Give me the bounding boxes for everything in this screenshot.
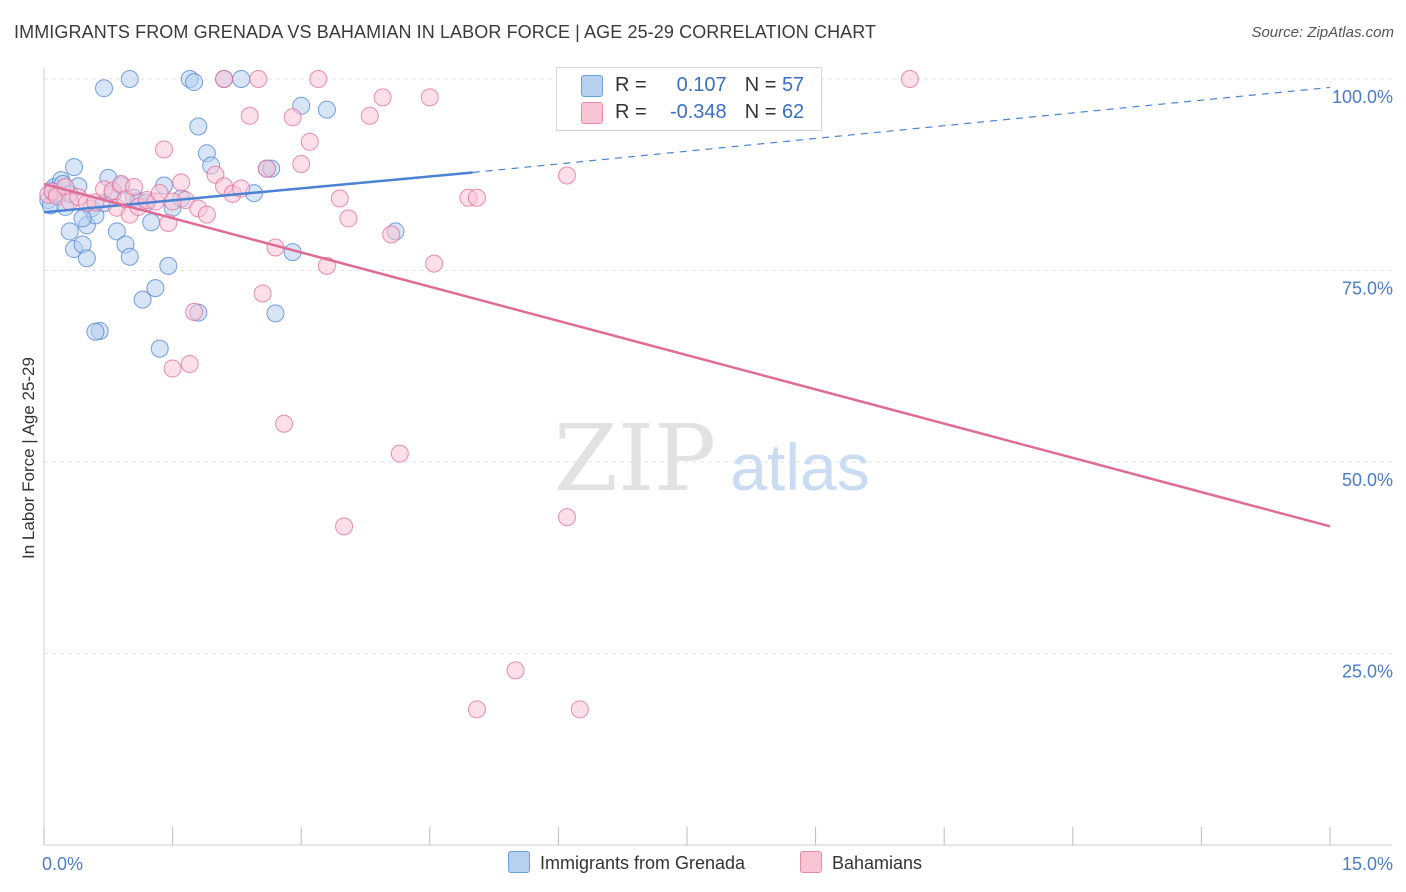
legend-n-value-bahamians: 62	[781, 101, 805, 123]
trend-line-grenada-dashed	[472, 86, 1331, 174]
point-bahamians-47	[382, 225, 401, 244]
point-bahamians-59	[570, 700, 589, 719]
point-bahamians-57	[335, 517, 354, 536]
point-bahamians-38	[283, 108, 302, 127]
legend-swatch-bahamians	[581, 101, 603, 124]
point-bahamians-54	[557, 508, 576, 527]
point-bahamians-45	[360, 106, 379, 125]
y-tick-label-1: 75.0%	[1342, 279, 1393, 299]
point-grenada-48	[317, 100, 336, 119]
legend-swatch-grenada	[581, 74, 603, 97]
point-bahamians-40	[300, 132, 319, 151]
point-bahamians-32	[240, 106, 259, 125]
chart-title: IMMIGRANTS FROM GRENADA VS BAHAMIAN IN L…	[14, 22, 877, 42]
point-bahamians-56	[900, 70, 919, 88]
tick-labels: 100.0% 75.0% 50.0% 25.0% 0.0% 15.0%	[42, 87, 1393, 874]
trend-line-bahamians	[43, 182, 1331, 528]
point-bahamians-22	[172, 173, 191, 192]
point-grenada-12	[77, 249, 96, 268]
point-grenada-37	[189, 117, 208, 136]
point-bahamians-58	[467, 700, 486, 719]
series-legend-bahamians: Bahamians	[800, 851, 922, 874]
point-bahamians-27	[197, 205, 216, 224]
trend-line-grenada-solid	[43, 171, 473, 214]
stats-legend: R = 0.107 N = 57 R = -0.348 N = 62	[556, 67, 822, 131]
point-grenada-55	[73, 209, 92, 228]
legend-r-label: R =	[615, 101, 647, 123]
point-bahamians-53	[506, 661, 525, 680]
point-grenada-29	[146, 279, 165, 298]
point-grenada-50	[86, 322, 105, 341]
trend-lines	[43, 86, 1331, 528]
point-bahamians-49	[420, 88, 439, 107]
point-bahamians-52	[467, 188, 486, 207]
y-tick-label-3: 25.0%	[1342, 662, 1393, 682]
series-legend: Immigrants from Grenada Bahamians	[0, 851, 1406, 879]
point-bahamians-19	[155, 140, 174, 159]
x-tick-label-1: 15.0%	[1342, 854, 1393, 874]
legend-n-label: N =	[744, 101, 777, 123]
data-points	[39, 70, 919, 719]
point-grenada-30	[150, 339, 169, 358]
point-bahamians-34	[253, 284, 272, 303]
point-grenada-41	[232, 70, 251, 88]
legend-r-label: R =	[615, 74, 647, 96]
legend-row-grenada: R = 0.107 N = 57	[581, 74, 804, 100]
point-bahamians-14	[125, 178, 144, 197]
y-axis-label: In Labor Force | Age 25-29	[19, 357, 38, 559]
point-bahamians-37	[275, 414, 294, 433]
point-grenada-36	[185, 73, 204, 92]
point-grenada-52	[120, 70, 139, 88]
point-bahamians-25	[185, 302, 204, 321]
point-bahamians-55	[557, 166, 576, 185]
point-bahamians-24	[180, 354, 199, 373]
series-swatch-grenada	[508, 851, 530, 873]
series-legend-grenada: Immigrants from Grenada	[508, 851, 745, 874]
point-bahamians-46	[373, 88, 392, 107]
point-bahamians-44	[339, 209, 358, 228]
point-bahamians-39	[292, 155, 311, 174]
point-bahamians-41	[309, 70, 328, 88]
point-bahamians-43	[330, 189, 349, 208]
watermark: ZIP atlas	[554, 405, 870, 512]
point-bahamians-48	[390, 444, 409, 463]
series-swatch-bahamians	[800, 851, 822, 873]
legend-n-label: N =	[744, 74, 777, 96]
point-grenada-54	[65, 158, 84, 177]
point-bahamians-50	[425, 254, 444, 273]
watermark-zip: ZIP	[554, 405, 716, 512]
point-grenada-26	[133, 290, 152, 309]
point-bahamians-61	[215, 70, 234, 88]
legend-row-bahamians: R = -0.348 N = 62	[581, 101, 804, 127]
point-grenada-32	[159, 256, 178, 275]
axes	[43, 68, 1392, 846]
series-legend-label-grenada: Immigrants from Grenada	[540, 853, 746, 873]
point-bahamians-35	[257, 159, 276, 178]
x-tick-label-0: 0.0%	[42, 854, 83, 874]
point-grenada-23	[120, 247, 139, 266]
point-grenada-20	[107, 222, 126, 241]
y-tick-label-2: 50.0%	[1342, 470, 1393, 490]
legend-r-value-bahamians: -0.348	[669, 101, 727, 123]
watermark-atlas: atlas	[730, 430, 869, 504]
point-grenada-51	[95, 79, 114, 98]
y-tick-label-0: 100.0%	[1332, 87, 1393, 107]
grid-lines	[44, 78, 1392, 654]
point-grenada-28	[142, 213, 161, 232]
source-credit: Source: ZipAtlas.com	[1251, 24, 1394, 41]
legend-r-value-grenada: 0.107	[676, 74, 727, 96]
point-bahamians-33	[249, 70, 268, 88]
legend-n-value-grenada: 57	[781, 74, 805, 96]
point-grenada-45	[266, 304, 285, 323]
point-grenada-8	[60, 222, 79, 241]
series-legend-label-bahamians: Bahamians	[832, 853, 923, 873]
point-bahamians-21	[163, 359, 182, 378]
